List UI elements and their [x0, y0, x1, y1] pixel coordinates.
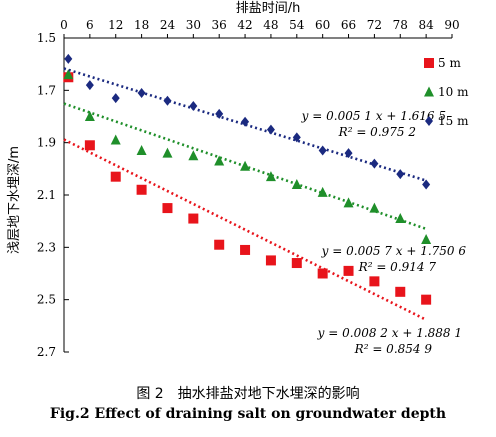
data-point-10m [369, 202, 380, 213]
x-tick-label: 72 [367, 18, 382, 32]
r-squared-5m: R² = 0.854 9 [354, 342, 433, 356]
data-point-15m [292, 132, 301, 143]
y-tick-label: 2.7 [37, 345, 56, 359]
legend-label-10m: 10 m [438, 85, 469, 99]
x-tick-label: 84 [418, 18, 434, 32]
data-point-5m [162, 203, 173, 214]
data-point-10m [343, 197, 354, 208]
data-point-5m [317, 268, 328, 279]
y-tick-label: 2.3 [37, 240, 56, 254]
regression-equation-15m: y = 0.005 1 x + 1.616 5 [301, 109, 446, 123]
data-point-5m [395, 286, 406, 297]
data-point-5m [110, 171, 121, 182]
data-point-10m [162, 147, 173, 158]
data-point-5m [343, 265, 354, 276]
data-point-10m [110, 134, 121, 145]
x-tick-label: 12 [108, 18, 123, 32]
y-tick-label: 2.1 [37, 188, 56, 202]
data-point-10m [240, 160, 251, 171]
data-point-10m [395, 213, 406, 224]
y-tick-label: 2.5 [37, 293, 56, 307]
y-tick-label: 1.9 [37, 136, 56, 150]
data-point-15m [215, 108, 224, 119]
data-point-10m [265, 171, 276, 182]
data-point-15m [344, 148, 353, 159]
data-point-10m [188, 150, 199, 161]
x-tick-label: 48 [263, 18, 278, 32]
legend-label-5m: 5 m [438, 56, 461, 70]
chart: 0 6 12 18 24 30 36 42 48 54 60 66 72 78 84 90 1.5 1.7 1.9 2… [7, 1, 469, 359]
data-point-15m [241, 116, 250, 127]
data-point-15m [85, 80, 94, 91]
data-point-15m [422, 179, 431, 190]
data-point-15m [111, 93, 120, 104]
r-squared-10m: R² = 0.914 7 [358, 260, 437, 274]
x-tick-label: 24 [160, 18, 176, 32]
data-point-15m [137, 87, 146, 98]
x-tick-label: 6 [86, 18, 94, 32]
x-tick-label: 42 [237, 18, 252, 32]
data-point-10m [63, 69, 74, 80]
x-tick-label: 78 [393, 18, 408, 32]
data-point-10m [84, 111, 95, 121]
regression-equation-10m: y = 0.005 7 x + 1.750 6 [321, 244, 467, 258]
data-point-5m [136, 184, 147, 195]
data-point-15m [163, 95, 172, 106]
x-tick-label: 60 [315, 18, 330, 32]
data-point-10m [317, 186, 328, 197]
x-axis-title: 排盐时间/h [236, 1, 301, 16]
data-point-5m [214, 239, 225, 250]
data-point-15m [189, 101, 198, 112]
legend-marker-5m [424, 58, 434, 68]
x-tick-label: 18 [134, 18, 149, 32]
data-point-15m [370, 158, 379, 169]
y-axis-title: 浅层地下水埋深/m [7, 146, 22, 254]
x-tick-label: 66 [341, 18, 356, 32]
data-point-10m [214, 155, 225, 166]
y-tick-label: 1.5 [37, 31, 56, 45]
data-point-15m [318, 145, 327, 156]
data-point-15m [266, 124, 275, 135]
trendline-15m [63, 67, 427, 182]
x-tick-label: 36 [212, 18, 227, 32]
data-point-15m [396, 169, 405, 180]
data-point-10m [421, 233, 432, 244]
regression-equation-5m: y = 0.008 2 x + 1.888 1 [317, 326, 462, 340]
data-point-5m [291, 258, 302, 269]
data-point-5m [84, 140, 95, 151]
legend-marker-10m [424, 86, 434, 97]
r-squared-15m: R² = 0.975 2 [338, 125, 416, 139]
data-point-15m [64, 53, 73, 64]
data-point-5m [369, 276, 380, 287]
y-tick-label: 1.7 [37, 83, 56, 97]
legend-marker-15m [425, 116, 433, 126]
legend-label-15m: 15 m [438, 114, 469, 128]
data-point-5m [240, 244, 251, 255]
x-tick-label: 90 [444, 18, 459, 32]
figure-caption-chinese: 图 2 抽水排盐对地下水埋深的影响 [136, 386, 360, 402]
x-tick-label: 0 [60, 18, 68, 32]
data-point-10m [291, 179, 302, 190]
x-tick-label: 30 [186, 18, 201, 32]
figure-caption-english: Fig.2 Effect of draining salt on groundw… [49, 406, 447, 422]
data-point-10m [136, 145, 147, 156]
data-point-5m [421, 294, 432, 305]
data-point-5m [265, 255, 276, 266]
x-tick-label: 54 [289, 18, 305, 32]
data-point-5m [188, 213, 199, 224]
